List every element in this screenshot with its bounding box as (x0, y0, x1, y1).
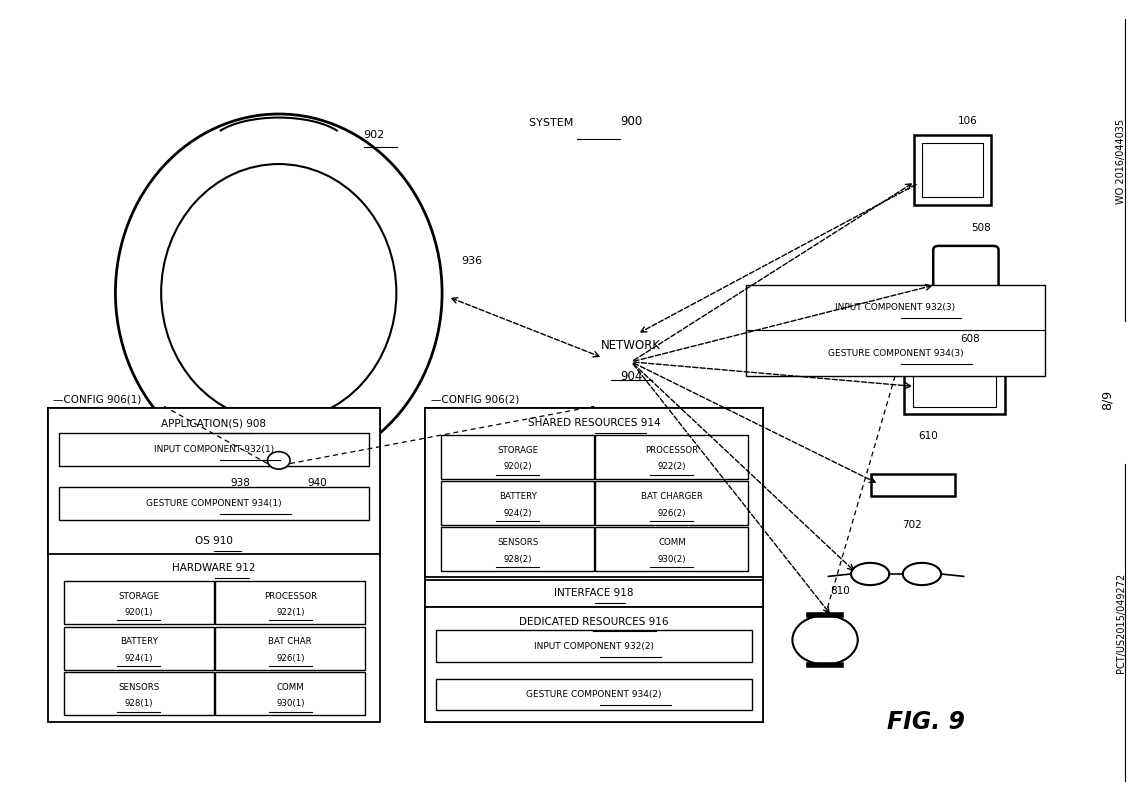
Bar (215, 626, 366, 670)
Bar (215, 581, 366, 624)
Text: BATTERY: BATTERY (120, 637, 157, 646)
Text: 902: 902 (363, 130, 385, 141)
Text: APPLICATION(S) 908: APPLICATION(S) 908 (162, 418, 266, 428)
Bar (441, 481, 594, 525)
Text: COMM: COMM (276, 682, 305, 692)
Text: SENSORS: SENSORS (497, 538, 538, 547)
Bar (48, 408, 380, 722)
Text: INPUT COMPONENT 932(1): INPUT COMPONENT 932(1) (154, 445, 274, 454)
Bar (59, 487, 369, 520)
Text: PCT/US2015/049272: PCT/US2015/049272 (1116, 572, 1126, 673)
Text: 702: 702 (902, 520, 921, 530)
Bar (914, 134, 990, 205)
Ellipse shape (792, 615, 858, 665)
Text: 930(1): 930(1) (276, 699, 305, 708)
Bar (437, 630, 752, 662)
Ellipse shape (903, 563, 941, 585)
Text: GESTURE COMPONENT 934(1): GESTURE COMPONENT 934(1) (146, 499, 282, 508)
Ellipse shape (267, 452, 290, 469)
Text: 922(1): 922(1) (276, 608, 305, 617)
FancyBboxPatch shape (933, 246, 998, 308)
Text: SYSTEM: SYSTEM (530, 118, 577, 128)
Text: 928(1): 928(1) (125, 699, 153, 708)
Bar (595, 481, 748, 525)
Text: OS 910: OS 910 (195, 536, 233, 546)
Text: SENSORS: SENSORS (118, 682, 160, 692)
Bar (59, 433, 369, 466)
Bar (921, 142, 983, 197)
Bar (63, 626, 214, 670)
Bar (441, 527, 594, 571)
Bar (595, 435, 748, 478)
Ellipse shape (115, 114, 443, 471)
Text: 940: 940 (307, 478, 327, 488)
Text: 924(1): 924(1) (125, 654, 153, 662)
Ellipse shape (161, 164, 396, 422)
Bar (63, 581, 214, 624)
Text: GESTURE COMPONENT 934(2): GESTURE COMPONENT 934(2) (526, 690, 662, 699)
Bar (871, 474, 955, 496)
Text: SHARED RESOURCES 914: SHARED RESOURCES 914 (528, 418, 660, 428)
Text: FIG. 9: FIG. 9 (887, 710, 966, 734)
Bar (746, 285, 1045, 376)
Text: 810: 810 (831, 586, 850, 596)
Text: 924(2): 924(2) (504, 509, 532, 518)
Text: —CONFIG 906(1): —CONFIG 906(1) (53, 394, 142, 405)
Text: BAT CHARGER: BAT CHARGER (641, 492, 703, 501)
Bar (63, 672, 214, 715)
Text: INTERFACE 918: INTERFACE 918 (555, 589, 634, 598)
Text: HARDWARE 912: HARDWARE 912 (172, 563, 256, 573)
Text: WO 2016/044035: WO 2016/044035 (1116, 119, 1126, 204)
Text: 920(2): 920(2) (504, 462, 532, 471)
Bar (904, 362, 1005, 414)
Text: 930(2): 930(2) (658, 554, 686, 564)
Text: 610: 610 (918, 431, 938, 442)
Text: 936: 936 (462, 255, 483, 266)
Text: 106: 106 (958, 116, 978, 126)
Text: PROCESSOR: PROCESSOR (264, 591, 317, 601)
Text: 900: 900 (620, 115, 642, 128)
Text: 608: 608 (960, 334, 980, 344)
Text: —CONFIG 906(2): —CONFIG 906(2) (431, 394, 520, 405)
Text: 904: 904 (620, 370, 643, 383)
Text: 938: 938 (231, 478, 250, 488)
Text: 8/9: 8/9 (1100, 390, 1113, 410)
Text: NETWORK: NETWORK (601, 339, 661, 352)
Text: 926(1): 926(1) (276, 654, 305, 662)
Text: 508: 508 (971, 223, 992, 233)
Text: BAT CHAR: BAT CHAR (268, 637, 312, 646)
Bar (426, 408, 763, 722)
Text: 922(2): 922(2) (658, 462, 686, 471)
Text: GESTURE COMPONENT 934(3): GESTURE COMPONENT 934(3) (827, 349, 963, 358)
Bar (437, 678, 752, 710)
Bar (595, 527, 748, 571)
Bar (426, 408, 763, 578)
Text: INPUT COMPONENT 932(2): INPUT COMPONENT 932(2) (534, 642, 654, 651)
Bar (441, 435, 594, 478)
Bar (426, 579, 763, 607)
Text: 926(2): 926(2) (658, 509, 686, 518)
Text: STORAGE: STORAGE (497, 446, 538, 454)
Bar (426, 607, 763, 722)
Text: 920(1): 920(1) (125, 608, 153, 617)
Text: DEDICATED RESOURCES 916: DEDICATED RESOURCES 916 (520, 617, 669, 626)
Text: BATTERY: BATTERY (498, 492, 537, 501)
Text: INPUT COMPONENT 932(3): INPUT COMPONENT 932(3) (835, 303, 955, 312)
Bar (48, 408, 380, 554)
Text: STORAGE: STORAGE (118, 591, 160, 601)
Bar (912, 370, 996, 406)
Text: 928(2): 928(2) (504, 554, 532, 564)
Text: COMM: COMM (658, 538, 686, 547)
Bar (215, 672, 366, 715)
Text: PROCESSOR: PROCESSOR (645, 446, 698, 454)
Ellipse shape (851, 563, 890, 585)
